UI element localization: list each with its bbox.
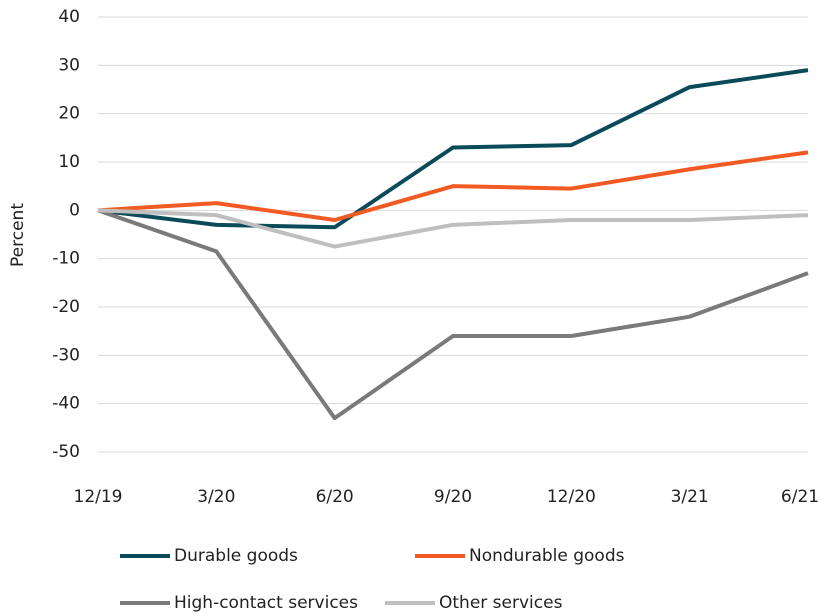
y-tick-label: 40 [58,7,80,27]
y-tick-label: 20 [58,104,80,124]
x-tick-label: 6/20 [316,487,354,507]
legend-label: High-contact services [174,593,358,613]
series-line [97,150,809,222]
y-axis-label: Percent [8,203,28,267]
series-line [97,68,809,230]
x-tick-label: 12/19 [74,487,123,507]
y-tick-label: -20 [52,297,80,317]
y-tick-label: -40 [52,394,80,414]
series-line [97,208,809,421]
y-tick-label: -30 [52,345,80,365]
y-tick-label: 30 [58,55,80,75]
x-tick-label: 9/20 [434,487,472,507]
y-tick-label: 10 [58,152,80,172]
y-tick-label: -50 [52,442,80,462]
legend-label: Other services [439,593,563,613]
y-tick-label: -10 [52,249,80,269]
x-tick-label: 12/20 [547,487,596,507]
y-tick-label: 0 [69,200,80,220]
x-tick-label: 3/21 [671,487,709,507]
series-line [97,208,809,249]
x-tick-label: 3/20 [197,487,235,507]
legend-label: Nondurable goods [469,546,625,566]
legend-label: Durable goods [174,546,298,566]
x-tick-label: 6/21 [781,487,819,507]
